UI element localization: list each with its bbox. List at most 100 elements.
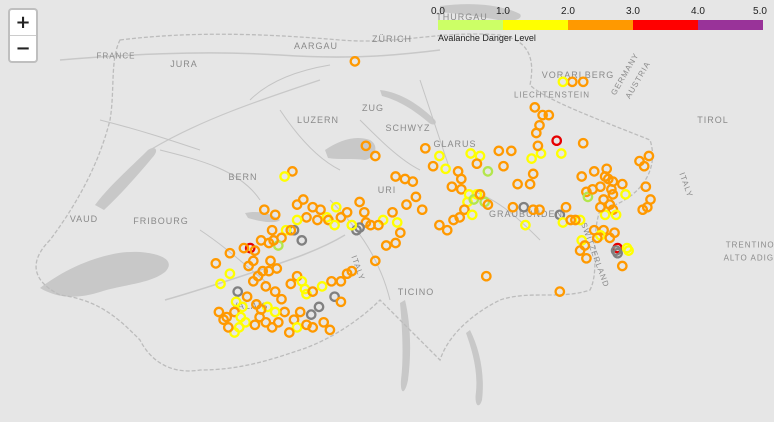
station-marker[interactable] — [588, 166, 600, 177]
station-marker[interactable] — [543, 109, 555, 121]
station-marker[interactable] — [407, 176, 419, 187]
station-marker[interactable] — [318, 316, 330, 328]
station-marker[interactable] — [265, 255, 276, 267]
station-marker[interactable] — [269, 286, 281, 297]
station-marker[interactable] — [249, 319, 261, 331]
station-marker[interactable] — [335, 212, 347, 223]
station-marker[interactable] — [493, 145, 505, 157]
station-marker[interactable] — [335, 275, 347, 287]
station-marker[interactable] — [316, 281, 328, 292]
station-marker[interactable] — [577, 137, 589, 149]
station-marker[interactable] — [465, 148, 477, 159]
station-marker[interactable] — [582, 191, 594, 203]
station-marker[interactable] — [323, 214, 334, 226]
station-marker[interactable] — [441, 224, 453, 236]
station-marker[interactable] — [459, 204, 470, 216]
station-marker[interactable] — [471, 158, 483, 170]
station-marker[interactable] — [505, 145, 517, 157]
station-marker[interactable] — [369, 150, 381, 162]
station-marker[interactable] — [232, 286, 244, 297]
station-marker[interactable] — [537, 109, 548, 121]
station-marker[interactable] — [360, 140, 372, 152]
station-marker[interactable] — [610, 209, 622, 221]
station-marker[interactable] — [307, 201, 319, 213]
station-marker[interactable] — [346, 265, 358, 277]
station-marker[interactable] — [349, 56, 361, 67]
station-marker[interactable] — [591, 232, 603, 244]
station-marker[interactable] — [257, 265, 269, 277]
station-marker[interactable] — [607, 176, 619, 187]
station-marker[interactable] — [455, 183, 467, 195]
station-marker[interactable] — [507, 201, 519, 213]
station-marker[interactable] — [258, 204, 270, 216]
station-marker[interactable] — [237, 301, 248, 313]
station-marker[interactable] — [570, 214, 581, 226]
station-marker[interactable] — [612, 247, 623, 259]
station-marker[interactable] — [387, 206, 398, 218]
station-marker[interactable] — [210, 258, 222, 269]
station-marker[interactable] — [526, 153, 537, 164]
station-marker[interactable] — [410, 191, 422, 203]
station-marker[interactable] — [354, 196, 365, 208]
station-marker[interactable] — [599, 209, 611, 221]
station-marker[interactable] — [530, 127, 542, 139]
station-marker[interactable] — [307, 286, 319, 297]
station-marker[interactable] — [296, 235, 308, 246]
station-marker[interactable] — [329, 219, 340, 231]
station-marker[interactable] — [313, 301, 325, 313]
station-marker[interactable] — [324, 324, 336, 336]
station-marker[interactable] — [390, 237, 401, 249]
station-marker[interactable] — [555, 148, 567, 159]
station-marker[interactable] — [307, 322, 319, 333]
station-marker[interactable] — [434, 150, 445, 162]
station-marker[interactable] — [301, 288, 312, 300]
station-marker[interactable] — [616, 260, 628, 272]
station-marker[interactable] — [595, 181, 606, 193]
station-marker[interactable] — [645, 194, 656, 205]
station-marker[interactable] — [238, 242, 250, 254]
station-marker[interactable] — [260, 281, 272, 292]
station-marker[interactable] — [335, 296, 347, 308]
station-marker[interactable] — [448, 214, 459, 226]
station-marker[interactable] — [616, 178, 628, 190]
station-marker[interactable] — [577, 76, 589, 88]
station-marker[interactable] — [255, 235, 267, 246]
station-marker[interactable] — [609, 227, 620, 239]
station-marker[interactable] — [468, 194, 480, 205]
station-marker[interactable] — [565, 214, 577, 226]
station-marker[interactable] — [260, 316, 272, 328]
station-marker[interactable] — [287, 166, 298, 177]
station-marker[interactable] — [554, 286, 566, 297]
station-marker[interactable] — [623, 245, 634, 256]
station-marker[interactable] — [419, 142, 431, 154]
station-marker[interactable] — [532, 140, 544, 152]
station-marker[interactable] — [394, 227, 406, 239]
station-marker[interactable] — [271, 263, 283, 274]
station-marker[interactable] — [285, 224, 297, 236]
station-marker[interactable] — [566, 76, 578, 88]
zoom-out-button[interactable]: − — [10, 35, 36, 61]
station-marker[interactable] — [512, 178, 523, 190]
station-marker[interactable] — [297, 194, 309, 205]
station-marker[interactable] — [576, 171, 588, 182]
station-marker[interactable] — [401, 199, 412, 210]
station-marker[interactable] — [455, 173, 467, 185]
station-marker[interactable] — [474, 189, 486, 200]
station-marker[interactable] — [434, 219, 445, 231]
station-marker[interactable] — [574, 245, 586, 256]
station-marker[interactable] — [529, 102, 541, 113]
station-marker[interactable] — [241, 291, 253, 303]
zoom-in-button[interactable]: + — [15, 12, 31, 33]
station-marker[interactable] — [247, 275, 259, 287]
station-marker[interactable] — [279, 171, 290, 182]
station-marker[interactable] — [240, 316, 251, 328]
station-marker[interactable] — [251, 299, 262, 310]
station-marker[interactable] — [283, 327, 295, 338]
station-marker[interactable] — [346, 219, 358, 231]
station-marker[interactable] — [607, 189, 619, 200]
station-marker[interactable] — [291, 199, 303, 210]
station-marker[interactable] — [249, 245, 261, 256]
station-marker[interactable] — [520, 219, 531, 231]
station-marker[interactable] — [638, 160, 650, 172]
station-marker[interactable] — [276, 293, 287, 305]
